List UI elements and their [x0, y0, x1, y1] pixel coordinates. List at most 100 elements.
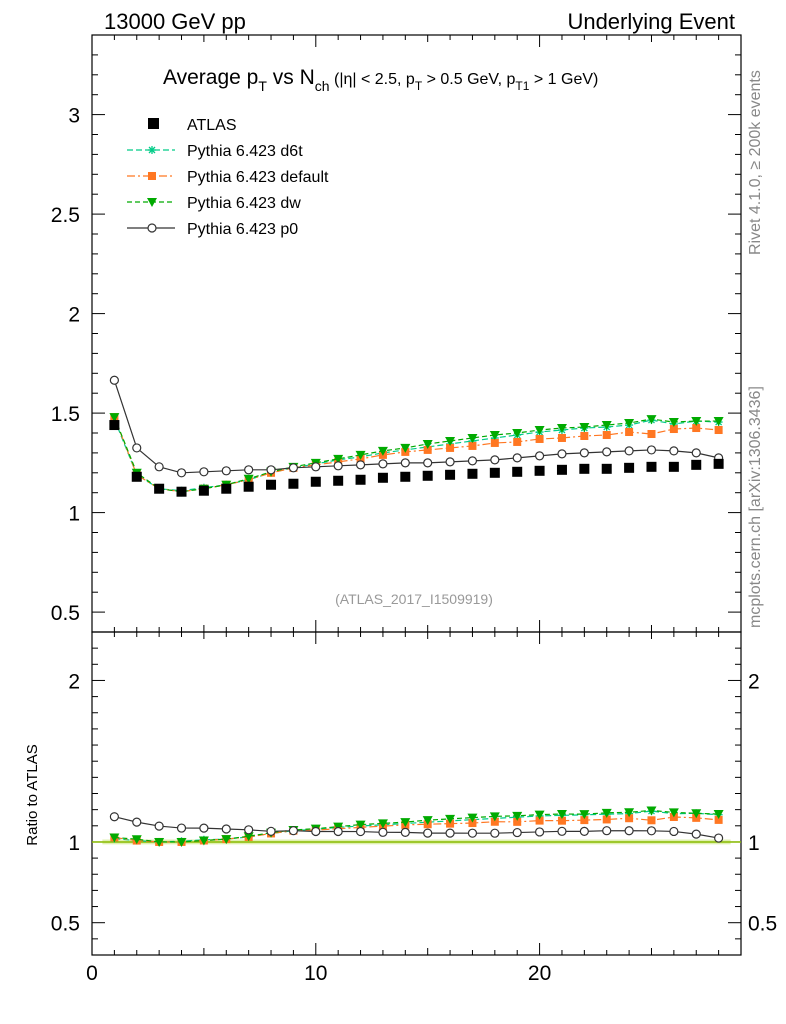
- series-3-ratio-point: [244, 825, 254, 835]
- series-2-ratio-point: [221, 835, 232, 845]
- header-right: Underlying Event: [567, 9, 735, 34]
- atlas-point: [534, 465, 545, 476]
- series-2-point: [355, 450, 366, 460]
- x-tick-label: 0: [86, 962, 98, 985]
- series-3-ratio-point: [445, 828, 455, 838]
- series-1-point: [714, 426, 723, 435]
- ratio-tick-label: 2: [68, 670, 80, 693]
- series-3-ratio-point: [109, 812, 119, 822]
- atlas-point: [489, 467, 500, 478]
- series-1-point: [535, 434, 544, 443]
- atlas-point: [310, 476, 321, 487]
- series-1-ratio-point: [714, 815, 723, 824]
- series-3-point: [109, 375, 119, 385]
- series-2-point: [668, 418, 679, 428]
- atlas-point: [624, 462, 635, 473]
- series-1-ratio-point: [490, 817, 499, 826]
- y-tick-label: 2.5: [51, 204, 80, 227]
- ratio-ylabel: Ratio to ATLAS: [24, 744, 41, 845]
- legend-marker-0: [148, 146, 156, 154]
- series-3-ratio-point: [355, 826, 366, 837]
- atlas-point: [601, 463, 612, 474]
- series-2-point: [512, 429, 523, 438]
- series-1-ratio-point: [535, 816, 544, 825]
- series-3-ratio-line: [114, 816, 719, 839]
- series-1-point: [513, 437, 522, 446]
- atlas-point: [333, 475, 344, 486]
- series-0-line: [113, 418, 719, 492]
- chart-title: Average pT vs Nch (|η| < 2.5, pT > 0.5 G…: [163, 66, 598, 94]
- series-3-point: [311, 462, 321, 472]
- series-1-ratio-point: [557, 816, 566, 825]
- series-3-point: [512, 453, 522, 463]
- series-2-ratio-line: [114, 809, 719, 843]
- atlas-point: [266, 479, 277, 490]
- series-1-point: [647, 429, 656, 438]
- atlas-point: [646, 461, 657, 472]
- ratio-tick-label: 0.5: [748, 913, 777, 936]
- series-2-point: [377, 446, 388, 456]
- series-3-ratio-point: [467, 828, 478, 838]
- series-2-point: [243, 474, 254, 484]
- series-3-point: [288, 463, 299, 473]
- legend-marker-3: [147, 223, 157, 233]
- series-2-ratio-point: [400, 818, 411, 828]
- series-3-point: [132, 443, 142, 453]
- series-2-ratio-point: [355, 820, 366, 830]
- series-2-point: [646, 415, 657, 425]
- series-3-ratio-point: [669, 826, 679, 837]
- series-2-ratio-point: [512, 811, 523, 821]
- series-3-point: [646, 445, 657, 455]
- series-2-ratio-point: [556, 810, 567, 820]
- series-3-point: [490, 455, 500, 465]
- atlas-point: [154, 483, 165, 494]
- atlas-point: [355, 474, 366, 485]
- series-3-point: [445, 457, 455, 467]
- series-3-point: [266, 465, 276, 475]
- series-3-point: [624, 446, 634, 456]
- series-1-ratio-point: [625, 814, 634, 823]
- series-3-point: [467, 456, 478, 466]
- series-1-point: [490, 438, 499, 447]
- atlas-point: [691, 459, 702, 470]
- series-2-ratio-point: [601, 808, 612, 818]
- series-3-ratio-point: [132, 817, 142, 827]
- series-1-point: [625, 428, 634, 437]
- legend-label-3: Pythia 6.423 p0: [187, 221, 298, 238]
- series-3-ratio-point: [154, 821, 164, 831]
- series-3-ratio-point: [534, 827, 545, 837]
- series-2-point: [400, 443, 411, 453]
- x-tick-label: 10: [304, 962, 327, 985]
- series-1-point: [669, 425, 678, 434]
- series-2-point: [556, 424, 567, 434]
- axis-ticks: 0 10 20 0.5 1 1.5 2 2.5 3 0.5 0.5 1 1 2 2: [51, 34, 777, 985]
- series-1-point: [580, 431, 589, 440]
- series-3-point: [400, 458, 410, 468]
- series-3-point: [244, 465, 254, 475]
- series-3-ratio-point: [176, 823, 187, 833]
- series-2-point: [579, 423, 590, 433]
- series-3-point: [199, 467, 209, 477]
- atlas-point: [288, 478, 299, 489]
- y-tick-label: 1: [68, 503, 80, 526]
- atlas-point: [221, 483, 232, 494]
- atlas-point: [556, 464, 567, 475]
- series-2-point: [713, 417, 724, 427]
- ratio-tick-label: 2: [748, 670, 760, 693]
- series-2-line: [113, 416, 719, 493]
- atlas-point: [176, 486, 187, 497]
- atlas-point: [512, 466, 523, 477]
- data-series: [109, 375, 724, 847]
- series-2-ratio-point: [109, 833, 120, 843]
- series-2-ratio-point: [489, 812, 500, 822]
- legend-label-1: Pythia 6.423 default: [187, 169, 329, 186]
- series-3-point: [691, 448, 701, 458]
- series-2-point: [489, 430, 500, 440]
- series-3-ratio-point: [691, 829, 701, 839]
- series-3-ratio-point: [624, 826, 634, 836]
- series-3-ratio-point: [579, 826, 589, 836]
- series-3-ratio-point: [400, 827, 410, 837]
- series-3-point: [333, 461, 343, 471]
- y-tick-label: 2: [68, 304, 80, 327]
- series-3-point: [378, 459, 388, 469]
